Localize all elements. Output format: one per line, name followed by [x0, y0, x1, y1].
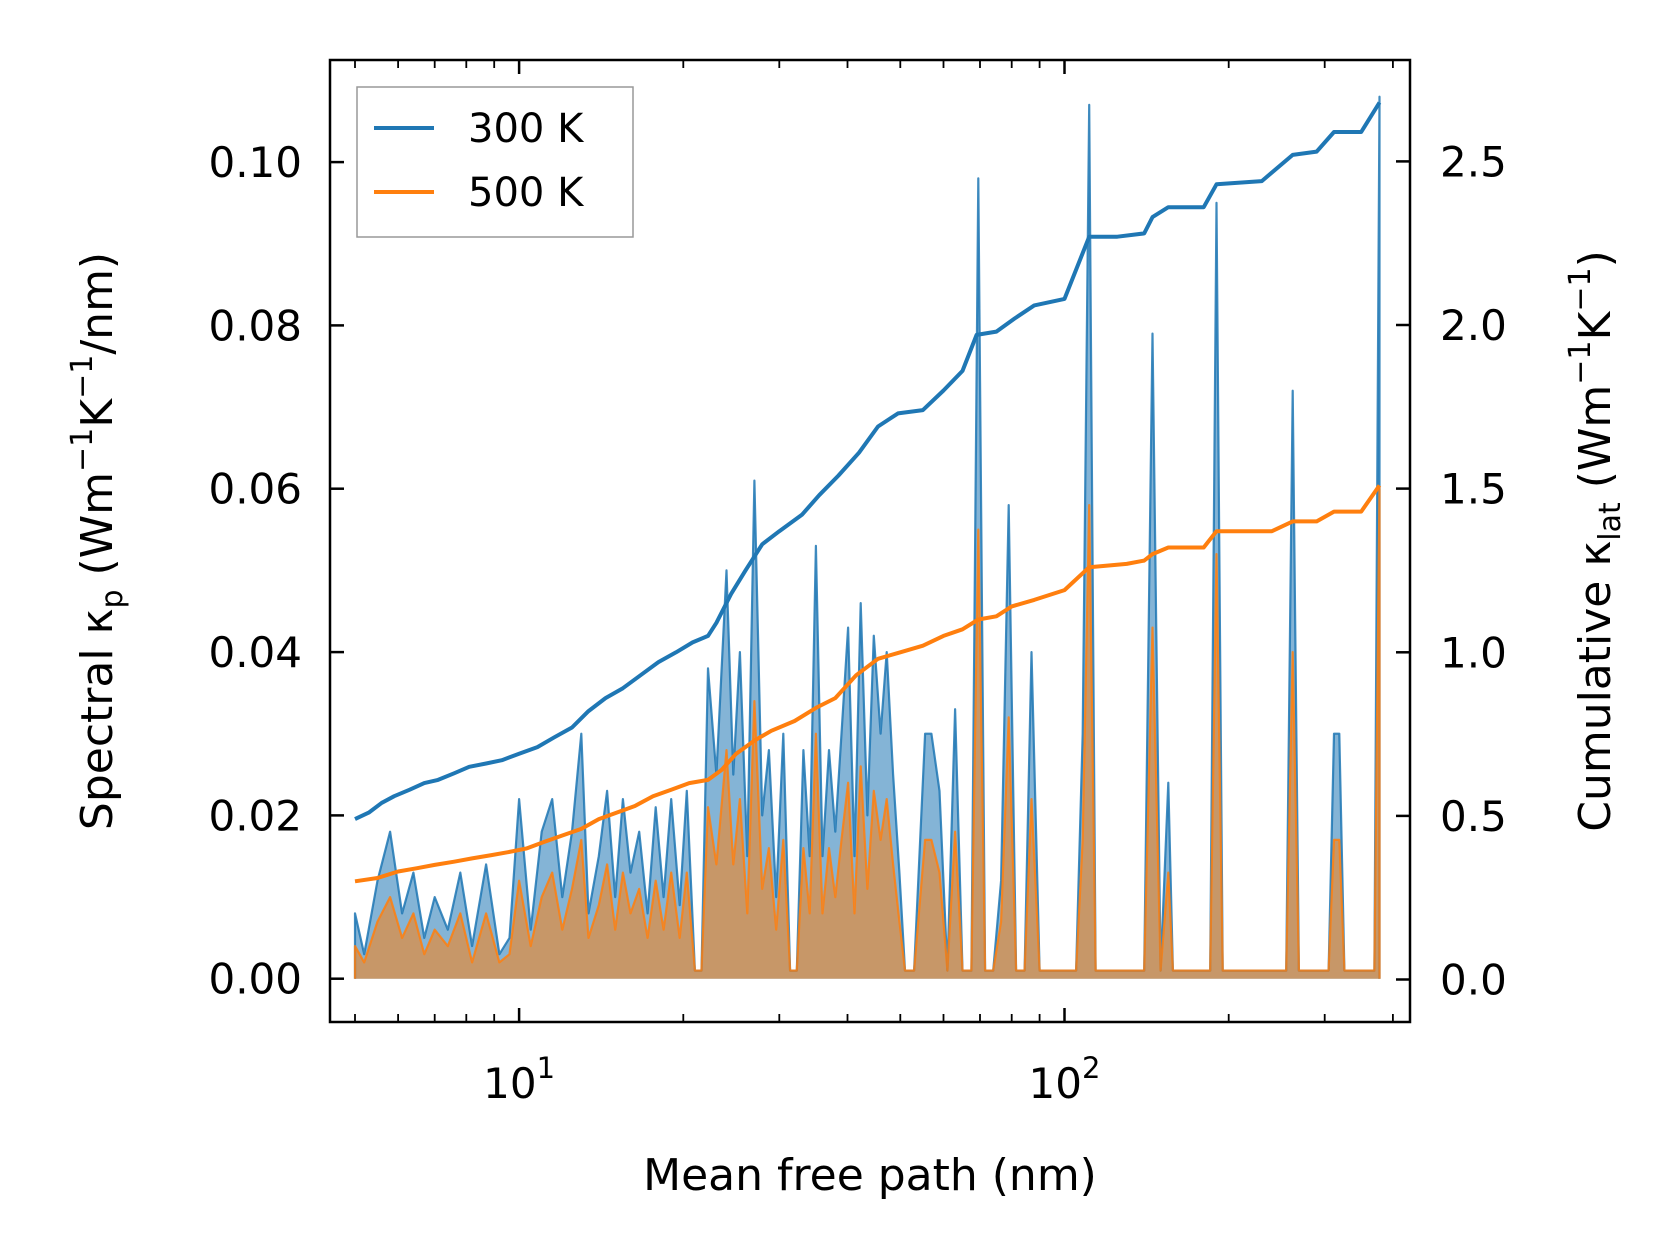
y-right-tick-label: 1.0 [1440, 628, 1507, 677]
y-right-tick-label: 2.5 [1440, 137, 1507, 186]
cumulative-line-layer [354, 101, 1382, 884]
plot-area [353, 95, 1382, 979]
x-axis-label: Mean free path (nm) [643, 1150, 1097, 1201]
legend-frame [356, 86, 634, 238]
spectral-line-layer [353, 95, 1381, 979]
y-left-tick-label: 0.08 [208, 301, 302, 350]
y-right-tick-label: 0.5 [1440, 792, 1507, 841]
x-tick-label: 102 [1029, 1051, 1101, 1108]
y-right-axis-label: Cumulative κlat (Wm−1K−1) [1563, 250, 1628, 832]
y-left-tick-labels: 0.00 0.02 0.04 0.06 0.08 0.10 [208, 138, 302, 1004]
y-right-tick-label: 1.5 [1440, 465, 1507, 514]
axis-ticks [330, 60, 1410, 1022]
x-tick-labels: 101 102 [483, 1051, 1100, 1108]
cumulative-line-500k [354, 484, 1382, 884]
legend-label-500k: 500 K [468, 170, 585, 216]
spectral-line-500k [353, 487, 1381, 979]
y-left-tick-label: 0.10 [208, 138, 302, 187]
legend-label-300k: 300 K [468, 106, 585, 152]
cumulative-line-300k [354, 101, 1382, 821]
y-right-tick-label: 0.0 [1440, 956, 1507, 1005]
spectral-area-500k [355, 488, 1380, 979]
y-right-tick-label: 2.0 [1440, 301, 1507, 350]
y-left-tick-label: 0.06 [208, 465, 302, 514]
y-left-tick-label: 0.04 [208, 628, 302, 677]
axes-frame [328, 58, 1412, 1024]
y-left-axis-label: Spectral κp (Wm−1K−1/nm) [65, 252, 130, 830]
y-left-tick-label: 0.02 [208, 791, 302, 840]
legend: 300 K 500 K [356, 86, 634, 238]
y-right-tick-labels: 0.0 0.5 1.0 1.5 2.0 2.5 [1440, 137, 1507, 1004]
y-left-tick-label: 0.00 [208, 955, 302, 1004]
x-tick-label: 101 [483, 1051, 555, 1108]
